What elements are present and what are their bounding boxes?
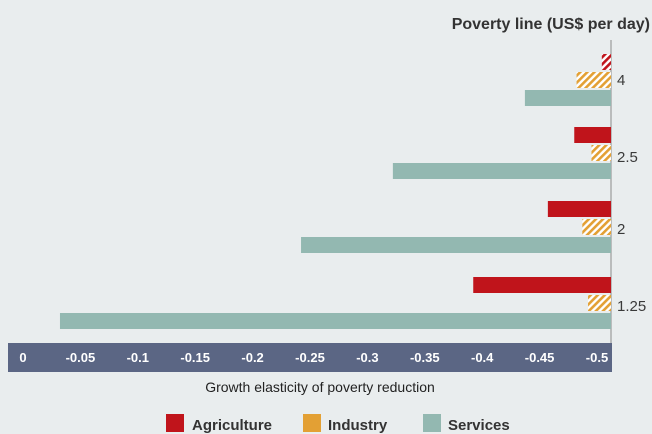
- category-label: 4: [617, 72, 625, 89]
- x-tick-label: -0.5: [586, 350, 608, 365]
- legend-swatch-agriculture: [166, 414, 184, 432]
- legend-label-services: Services: [448, 417, 510, 434]
- bar-agriculture-4: [601, 54, 611, 70]
- bar-agriculture-1_25: [473, 277, 611, 293]
- legend-swatch-industry: [303, 414, 321, 432]
- category-labels: 4 2.5 2 1.25: [617, 72, 646, 315]
- legend-label-agriculture: Agriculture: [192, 417, 272, 434]
- x-tick-label: -0.1: [127, 350, 149, 365]
- bar-industry-2_5: [591, 145, 611, 161]
- chart-title: Poverty line (US$ per day): [452, 16, 650, 33]
- x-tick-label: -0.2: [241, 350, 263, 365]
- bar-industry-2: [582, 219, 611, 235]
- bar-services-4: [524, 90, 611, 106]
- legend-swatch-services: [423, 414, 441, 432]
- x-tick-label: -0.45: [525, 350, 555, 365]
- x-tick-label: -0.05: [66, 350, 96, 365]
- x-tick-label: 0: [19, 350, 26, 365]
- bar-industry-1_25: [588, 295, 611, 311]
- x-tick-label: -0.4: [471, 350, 494, 365]
- bar-services-1_25: [59, 313, 611, 329]
- bar-agriculture-2_5: [574, 127, 611, 143]
- x-tick-label: -0.35: [410, 350, 440, 365]
- x-axis-title: Growth elasticity of poverty reduction: [205, 379, 435, 395]
- bar-agriculture-2: [547, 201, 611, 217]
- bars: [59, 54, 611, 329]
- x-tick-label: -0.3: [356, 350, 378, 365]
- x-tick-label: -0.25: [295, 350, 325, 365]
- bar-services-2_5: [392, 163, 611, 179]
- category-label: 2: [617, 221, 625, 238]
- x-tick-label: -0.15: [180, 350, 210, 365]
- category-label: 2.5: [617, 149, 638, 166]
- category-label: 1.25: [617, 298, 646, 315]
- legend-label-industry: Industry: [328, 417, 388, 434]
- bar-services-2: [301, 237, 611, 253]
- x-axis-band: [8, 343, 612, 372]
- x-tick-labels: 0 -0.05 -0.1 -0.15 -0.2 -0.25 -0.3 -0.35 -0.4 -0.…: [19, 350, 608, 365]
- bar-industry-4: [576, 72, 611, 88]
- legend: Agriculture Industry Services: [166, 414, 510, 434]
